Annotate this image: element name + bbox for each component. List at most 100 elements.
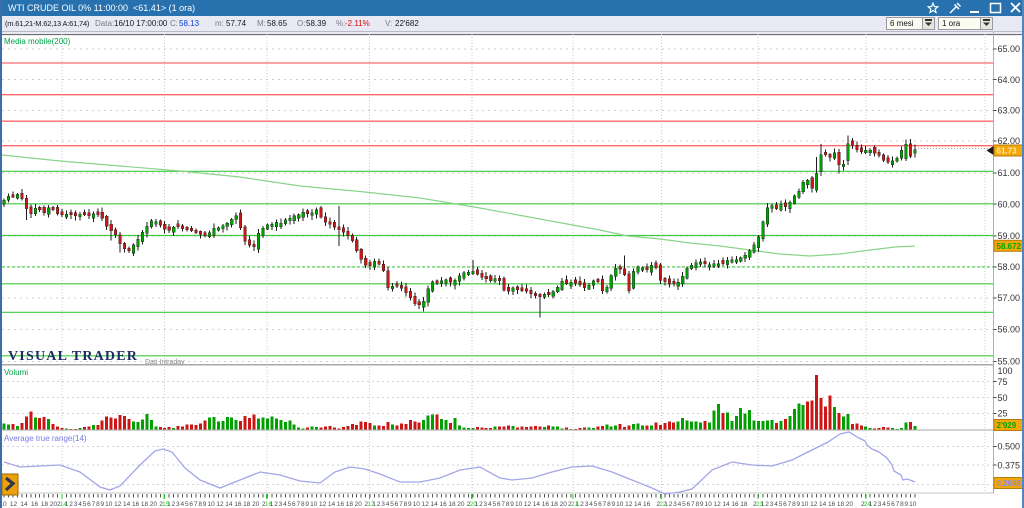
svg-text:20: 20 [470,501,478,508]
svg-text:8: 8 [96,501,100,508]
svg-text:9: 9 [408,501,412,508]
svg-text:16: 16 [132,501,140,508]
svg-text:3: 3 [673,501,677,508]
svg-text:18: 18 [346,501,354,508]
svg-text:12: 12 [422,501,430,508]
svg-text:10: 10 [310,501,318,508]
svg-text:2: 2 [765,501,769,508]
svg-text:16: 16 [542,501,550,508]
svg-text:12: 12 [625,501,633,508]
svg-text:8: 8 [506,501,510,508]
svg-text:65.00: 65.00 [998,44,1021,54]
svg-text:6: 6 [783,501,787,508]
svg-text:16: 16 [439,501,447,508]
svg-text:1: 1 [761,501,765,508]
svg-text:4: 4 [386,501,390,508]
svg-text:6: 6 [497,501,501,508]
svg-text:18: 18 [837,501,845,508]
svg-text:57.00: 57.00 [998,293,1021,303]
svg-text:12: 12 [114,501,122,508]
svg-text:61.00: 61.00 [998,168,1021,178]
svg-text:2: 2 [669,501,673,508]
svg-text:12: 12 [524,501,532,508]
svg-text:1: 1 [869,501,873,508]
svg-text:1: 1 [270,501,274,508]
svg-text:5: 5 [887,501,891,508]
svg-text:7: 7 [501,501,505,508]
svg-text:23: 23 [756,501,764,508]
svg-text:2: 2 [467,501,471,508]
svg-text:2: 2 [861,501,865,508]
svg-text:4: 4 [283,501,287,508]
svg-text:4: 4 [180,501,184,508]
svg-text:58.00: 58.00 [998,262,1021,272]
svg-text:16: 16 [265,501,273,508]
svg-text:100: 100 [998,366,1013,376]
svg-text:2: 2 [656,501,660,508]
svg-text:9: 9 [305,501,309,508]
svg-text:15: 15 [162,501,170,508]
svg-text:14: 14 [123,501,131,508]
svg-text:2: 2 [377,501,381,508]
svg-text:9: 9 [100,501,104,508]
svg-text:14: 14 [533,501,541,508]
svg-text:20: 20 [50,501,58,508]
svg-text:14: 14 [430,501,438,508]
svg-text:5: 5 [288,501,292,508]
svg-text:5: 5 [492,501,496,508]
svg-text:6: 6 [686,501,690,508]
svg-text:20: 20 [355,501,363,508]
svg-text:1: 1 [576,501,580,508]
svg-text:25: 25 [998,409,1008,419]
svg-text:12: 12 [713,501,721,508]
svg-text:9: 9 [700,501,704,508]
svg-text:4: 4 [678,501,682,508]
svg-text:4: 4 [774,501,778,508]
svg-text:2: 2 [69,501,73,508]
svg-text:7: 7 [194,501,198,508]
svg-text:2: 2 [262,501,266,508]
svg-text:3: 3 [483,501,487,508]
svg-text:58.672: 58.672 [997,242,1022,251]
svg-text:20: 20 [846,501,854,508]
svg-text:10: 10 [909,501,917,508]
svg-text:5: 5 [779,501,783,508]
svg-text:1: 1 [372,501,376,508]
svg-text:10: 10 [105,501,113,508]
svg-text:8: 8 [695,501,699,508]
svg-text:4: 4 [488,501,492,508]
svg-text:14: 14 [634,501,642,508]
svg-text:20: 20 [457,501,465,508]
svg-text:10: 10 [515,501,523,508]
svg-text:9: 9 [611,501,615,508]
svg-text:14: 14 [225,501,233,508]
svg-text:2: 2 [568,501,572,508]
svg-text:8: 8 [607,501,611,508]
svg-text:7: 7 [896,501,900,508]
svg-text:2: 2 [172,501,176,508]
svg-text:16: 16 [643,501,651,508]
svg-text:9: 9 [203,501,207,508]
svg-text:24: 24 [864,501,872,508]
svg-text:4: 4 [882,501,886,508]
svg-text:12: 12 [216,501,224,508]
svg-text:17: 17 [367,501,375,508]
svg-text:50: 50 [998,393,1008,403]
svg-text:10: 10 [207,501,215,508]
svg-text:3: 3 [381,501,385,508]
svg-text:8: 8 [404,501,408,508]
svg-text:12: 12 [810,501,818,508]
svg-text:59.00: 59.00 [998,231,1021,241]
svg-text:18: 18 [551,501,559,508]
svg-text:18: 18 [243,501,251,508]
svg-text:61.73: 61.73 [997,147,1018,156]
svg-text:2: 2 [753,501,757,508]
svg-text:3: 3 [74,501,78,508]
svg-text:1: 1 [664,501,668,508]
svg-text:7: 7 [788,501,792,508]
svg-text:3: 3 [585,501,589,508]
svg-text:5: 5 [83,501,87,508]
svg-text:0.2688: 0.2688 [997,479,1022,488]
svg-text:6: 6 [189,501,193,508]
svg-text:2: 2 [479,501,483,508]
